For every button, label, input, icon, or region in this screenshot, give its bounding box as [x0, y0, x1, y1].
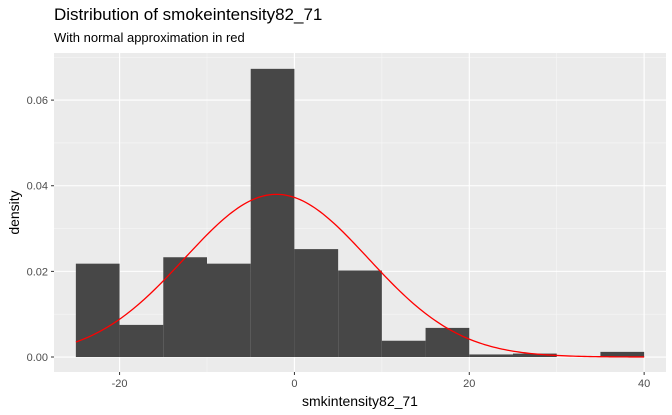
chart-subtitle: With normal approximation in red — [54, 30, 245, 45]
normal-curve — [75, 193, 645, 358]
y-axis-title: density — [6, 190, 22, 234]
x-tick-label: -20 — [112, 378, 128, 390]
histogram-bar — [75, 263, 120, 358]
x-tick-label: 0 — [291, 378, 297, 390]
x-axis-ticks: -20 0 20 40 — [112, 372, 650, 390]
y-tick-label: 0.04 — [27, 181, 48, 193]
y-tick-label: 0.00 — [27, 352, 48, 364]
histogram-bar — [294, 249, 339, 358]
chart-title: Distribution of smokeintensity82_71 — [54, 5, 323, 24]
y-axis-ticks: 0.00 0.02 0.04 0.06 — [27, 95, 54, 364]
histogram-bar — [163, 257, 207, 358]
y-tick-label: 0.06 — [27, 95, 48, 107]
histogram-bar — [425, 327, 470, 358]
histogram-bar — [600, 351, 645, 358]
histogram-bar — [119, 324, 164, 358]
histogram-bars — [75, 68, 645, 358]
histogram-bar — [381, 340, 426, 358]
x-tick-label: 20 — [463, 378, 475, 390]
histogram-bar — [513, 353, 557, 358]
x-tick-label: 40 — [638, 378, 650, 390]
histogram-bar — [207, 263, 251, 358]
histogram-bar — [338, 270, 382, 358]
x-axis-title: smkintensity82_71 — [302, 393, 418, 409]
histogram-bar — [250, 68, 295, 358]
histogram-bar — [469, 354, 513, 358]
y-tick-label: 0.02 — [27, 266, 48, 278]
